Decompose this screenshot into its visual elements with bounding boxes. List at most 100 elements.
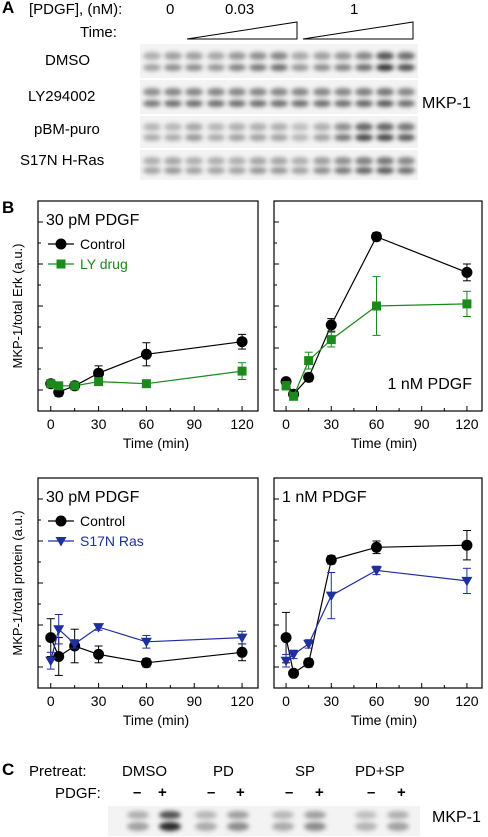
data-point (70, 381, 80, 391)
data-point (303, 657, 315, 669)
data-point (281, 381, 291, 391)
data-point (140, 657, 152, 669)
pdgf-concentration-label: [PDGF], (nM): (29, 1, 123, 18)
blot-band (333, 123, 352, 132)
blot-band (164, 63, 183, 71)
blot-band (355, 821, 377, 831)
blot-s17n-h-ras (140, 150, 418, 180)
blot-band (397, 156, 416, 165)
blot-band (376, 63, 395, 71)
row-label-ly294002: LY294002 (28, 88, 96, 105)
blot-band (397, 123, 416, 132)
blot-ly294002 (140, 80, 418, 114)
chart-title: 1 nM PDGF (388, 376, 473, 393)
blot-band (291, 123, 310, 132)
data-point (370, 541, 382, 553)
blot-band (227, 821, 249, 831)
blot-band (270, 134, 289, 142)
blot-band (270, 166, 289, 174)
x-tick-label: 90 (414, 693, 430, 709)
blot-band (270, 123, 289, 132)
data-point (370, 566, 382, 576)
blot-band (185, 63, 204, 71)
blot-band (185, 87, 204, 96)
data-point (462, 299, 472, 309)
blot-band (333, 134, 352, 142)
data-point (325, 319, 337, 331)
x-tick-label: 60 (369, 693, 385, 709)
blot-band (355, 134, 373, 142)
x-axis-label: Time (min) (123, 712, 189, 728)
sign-8: + (397, 784, 406, 801)
row-label-pbm-puro: pBM-puro (34, 121, 100, 138)
x-tick-label: 0 (282, 416, 290, 432)
blot-band (270, 99, 289, 107)
blot-band (376, 99, 395, 107)
y-axis-label: MKP-1/total Erk (a.u.) (10, 244, 25, 369)
blot-band (270, 51, 289, 60)
x-tick-label: 120 (230, 416, 254, 432)
blot-band (291, 63, 310, 71)
legend-marker (55, 238, 67, 250)
data-point (236, 336, 248, 348)
x-tick-label: 0 (47, 416, 55, 432)
chart-title: 30 pM PDGF (46, 489, 140, 506)
blot-panel-c (108, 806, 420, 836)
blot-band (164, 156, 183, 165)
blot-band (397, 63, 416, 71)
x-tick-label: 60 (369, 416, 385, 432)
x-tick-label: 30 (91, 693, 107, 709)
blot-band (164, 87, 183, 96)
blot-band (291, 166, 310, 174)
blot-band (143, 99, 161, 107)
blot-band (376, 51, 395, 60)
blot-band (249, 51, 267, 60)
blot-band (249, 166, 267, 174)
series-line (285, 544, 467, 675)
x-axis-label: Time (min) (351, 712, 417, 728)
blot-band (270, 87, 289, 96)
blot-band (312, 134, 331, 142)
blot-band (127, 821, 149, 831)
blot-band (227, 123, 246, 132)
blot-band (227, 51, 246, 60)
blot-band (227, 811, 249, 819)
blot-band (387, 821, 409, 831)
group-dmso: DMSO (122, 763, 167, 780)
panel-b-letter: B (2, 198, 15, 217)
blot-band (333, 99, 352, 107)
data-point (303, 371, 315, 383)
blot-band (206, 99, 225, 107)
data-point (93, 648, 105, 660)
x-axis-label: Time (min) (123, 435, 189, 451)
x-tick-label: 30 (323, 693, 339, 709)
chart-title: 30 pM PDGF (46, 212, 140, 229)
blot-band (249, 99, 267, 107)
data-point (45, 656, 57, 667)
blot-band (206, 134, 225, 142)
blot-band (270, 156, 289, 165)
data-point (69, 639, 81, 650)
blot-band (291, 51, 310, 60)
data-point (304, 356, 314, 366)
data-point (141, 379, 151, 389)
data-point (325, 591, 337, 602)
blot-band (143, 166, 161, 174)
blot-band (304, 821, 326, 831)
blot-band (249, 156, 267, 165)
blot-band (355, 51, 373, 60)
x-tick-label: 90 (186, 693, 202, 709)
plot-frame (37, 477, 259, 689)
x-axis-label: Time (min) (351, 435, 417, 451)
x-tick-label: 90 (186, 416, 202, 432)
blot-band (333, 156, 352, 165)
data-point (46, 379, 56, 389)
data-point (289, 391, 299, 401)
series-line (50, 626, 243, 661)
blot-band (185, 99, 204, 107)
blot-band (333, 87, 352, 96)
data-point (236, 646, 248, 658)
blot-band (397, 51, 416, 60)
sign-5: – (285, 784, 294, 801)
blot-band (227, 134, 246, 142)
